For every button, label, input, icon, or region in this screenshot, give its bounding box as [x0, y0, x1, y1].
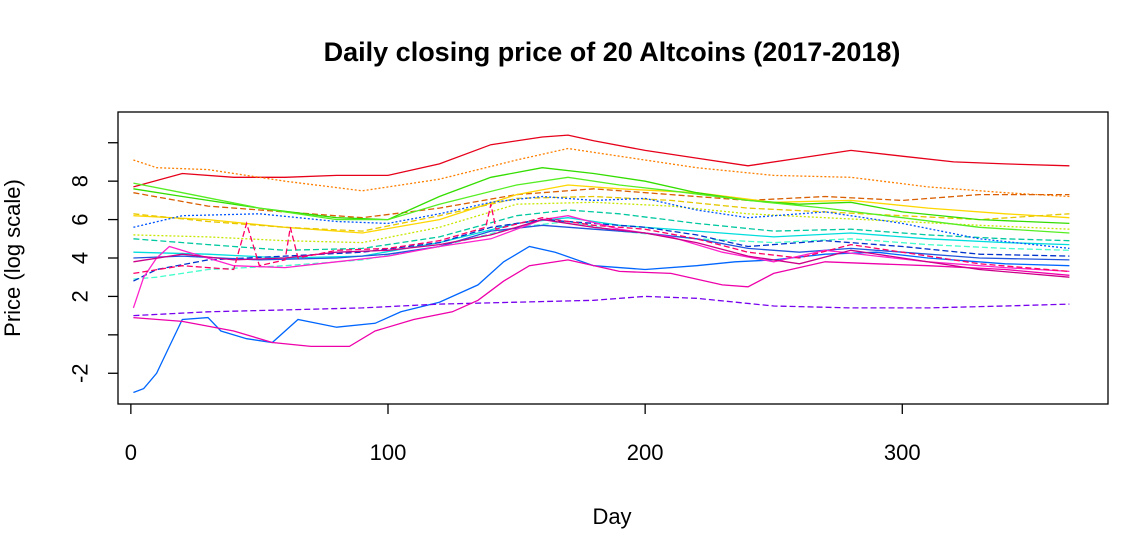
series-line-16	[133, 295, 1070, 317]
x-tick-label-200: 200	[627, 440, 664, 465]
y-tick-label-6: 6	[68, 213, 93, 225]
x-tick-label-0: 0	[125, 440, 137, 465]
series-line-19	[133, 218, 1070, 278]
plot-frame	[117, 111, 1109, 405]
series-line-6	[133, 201, 1070, 244]
series-line-9	[133, 209, 1070, 251]
series-line-15	[133, 224, 1070, 261]
x-tick-label-100: 100	[370, 440, 407, 465]
series-line-14	[133, 245, 1070, 394]
series-line-17	[133, 259, 1070, 348]
series-line-8	[133, 176, 1070, 234]
chart-title: Daily closing price of 20 Altcoins (2017…	[324, 37, 901, 67]
series-line-10	[133, 217, 1070, 259]
series-line-18	[132, 215, 1070, 309]
series-line-12	[133, 195, 1070, 250]
series-layer	[132, 134, 1070, 394]
series-line-2	[133, 147, 1070, 198]
series-line-1	[133, 134, 1070, 188]
series-line-7	[133, 167, 1070, 225]
series-line-20	[133, 204, 1070, 275]
x-axis: 0 100 200 300	[125, 404, 921, 465]
y-axis: -2 2 4 6 8	[68, 142, 118, 383]
y-axis-label: Price (log scale)	[0, 179, 25, 337]
y-tick-label-8: 8	[68, 175, 93, 187]
y-tick-label--2: -2	[68, 363, 93, 383]
x-axis-label: Day	[592, 504, 631, 529]
series-line-5	[133, 195, 1070, 232]
y-tick-label-4: 4	[68, 252, 93, 264]
series-line-13	[133, 218, 1070, 282]
x-tick-label-300: 300	[884, 440, 921, 465]
y-tick-label-2: 2	[68, 290, 93, 302]
